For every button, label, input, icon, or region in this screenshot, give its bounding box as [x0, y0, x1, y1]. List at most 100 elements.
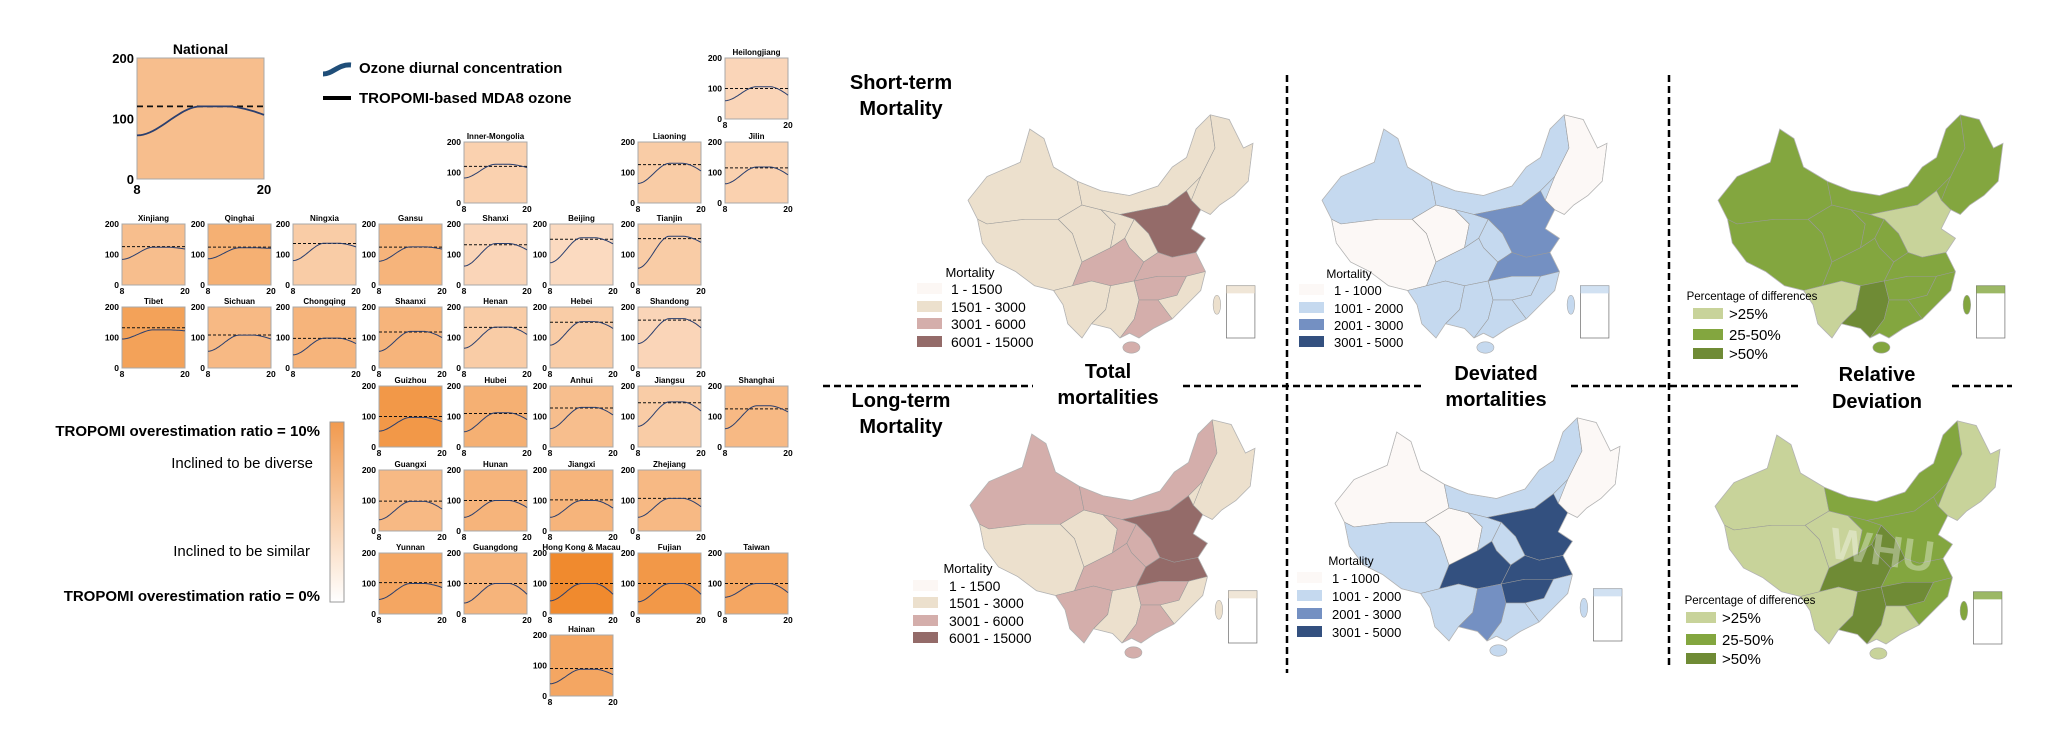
legend-swatch	[1297, 572, 1322, 583]
plot-area	[463, 306, 528, 369]
x-tick-label: 8	[462, 615, 467, 625]
plot-area	[724, 141, 789, 204]
y-tick-label: 0	[127, 172, 134, 187]
legend-swatch	[1299, 319, 1324, 330]
x-tick-label: 8	[377, 448, 382, 458]
panel-liaoning: Liaoning 0 100 200 8 20	[621, 132, 706, 214]
region-guangdong	[1869, 299, 1923, 339]
y-tick-label: 0	[542, 280, 547, 290]
y-tick-label: 200	[362, 302, 376, 312]
plot-area	[207, 306, 272, 369]
column-title-relative: Relative	[1839, 364, 1916, 386]
legend-label: 1 - 1000	[1334, 283, 1382, 298]
legend-swatch	[1693, 308, 1723, 319]
y-tick-label: 100	[447, 412, 461, 422]
south-china-sea-inset	[1580, 285, 1610, 339]
diurnal-curve	[121, 246, 186, 260]
china-outline	[969, 419, 1256, 644]
y-tick-label: 0	[542, 609, 547, 619]
row-label-long-term: Long-term	[852, 390, 951, 412]
legend-swatch	[1299, 302, 1324, 313]
diurnal-curve	[378, 330, 443, 352]
y-tick-label: 100	[621, 412, 635, 422]
y-tick-label: 100	[276, 333, 290, 343]
panel-qinghai: Qinghai 0 100 200 8 20	[191, 214, 276, 296]
y-tick-label: 200	[191, 219, 205, 229]
x-tick-label: 8	[120, 369, 125, 379]
hainan-island	[1122, 341, 1141, 354]
y-tick-label: 100	[362, 496, 376, 506]
y-tick-label: 0	[717, 198, 722, 208]
diurnal-curve	[463, 500, 528, 518]
colorbar-gradient	[329, 421, 345, 603]
y-tick-label: 100	[621, 579, 635, 589]
taiwan-island	[1579, 597, 1588, 618]
panel-title: Xinjiang	[138, 214, 169, 223]
panel-fujian: Fujian 0 100 200 8 20	[621, 543, 706, 625]
x-tick-label: 8	[291, 286, 296, 296]
y-tick-label: 200	[447, 219, 461, 229]
diurnal-curve	[463, 163, 528, 179]
legend-swatch	[917, 283, 942, 294]
plot-area	[292, 306, 357, 369]
x-tick-label: 20	[608, 369, 618, 379]
y-tick-label: 0	[200, 363, 205, 373]
panel-xinjiang: Xinjiang 0 100 200 8 20	[105, 214, 190, 296]
panel-zhejiang: Zhejiang 0 100 200 8 20	[621, 460, 706, 542]
row-label-short-term: Mortality	[859, 98, 943, 120]
x-tick-label: 20	[522, 532, 532, 542]
plot-area	[121, 223, 186, 286]
map-long-total	[969, 419, 1258, 659]
y-tick-label: 100	[708, 579, 722, 589]
y-tick-label: 0	[371, 609, 376, 619]
y-tick-label: 100	[105, 333, 119, 343]
x-tick-label: 8	[462, 448, 467, 458]
south-china-sea-inset	[1593, 588, 1623, 642]
row-label-long-term: Mortality	[859, 416, 943, 438]
diurnal-curve	[292, 242, 357, 262]
map-titles: Short-term Mortality Long-term Mortality Tot…	[850, 72, 1922, 438]
legend-label: 1 - 1500	[951, 281, 1003, 297]
panel-jiangsu: Jiangsu 0 100 200 8 20	[621, 376, 706, 458]
y-tick-label: 200	[533, 219, 547, 229]
plot-area	[724, 385, 789, 448]
inset-coast	[1593, 588, 1622, 597]
legend-swatch	[1686, 634, 1716, 645]
region-xinjiang	[968, 128, 1083, 225]
region-yunnan	[1420, 583, 1478, 642]
y-tick-label: 100	[112, 112, 134, 127]
x-tick-label: 20	[696, 204, 706, 214]
panel-title: Anhui	[570, 376, 593, 385]
south-china-sea-inset	[1976, 285, 2006, 339]
y-tick-label: 200	[362, 465, 376, 475]
y-tick-label: 100	[447, 333, 461, 343]
diurnal-curve	[378, 583, 443, 600]
x-tick-label: 20	[437, 286, 447, 296]
legend-swatch	[913, 615, 938, 626]
panel-title: Guizhou	[395, 376, 427, 385]
diurnal-curve	[549, 583, 614, 602]
y-tick-label: 100	[621, 168, 635, 178]
panel-guizhou: Guizhou 0 100 200 8 20	[362, 376, 447, 458]
y-tick-label: 0	[717, 609, 722, 619]
legend-label: 6001 - 15000	[949, 630, 1032, 646]
x-tick-label: 8	[548, 448, 553, 458]
x-tick-label: 8	[133, 182, 140, 197]
legend-swatch	[1297, 608, 1322, 619]
y-tick-label: 200	[447, 381, 461, 391]
map-regions	[970, 419, 1256, 644]
legend-label: >50%	[1722, 651, 1761, 668]
legend-label: 6001 - 15000	[951, 334, 1034, 350]
y-tick-label: 100	[362, 333, 376, 343]
legend-swatch	[1299, 336, 1324, 347]
x-tick-label: 8	[548, 286, 553, 296]
x-tick-label: 20	[608, 286, 618, 296]
column-title-total: mortalities	[1057, 387, 1158, 409]
y-tick-label: 100	[708, 168, 722, 178]
panel-beijing: Beijing 0 100 200 8 20	[533, 214, 618, 296]
plot-area	[549, 634, 614, 697]
x-tick-label: 20	[437, 615, 447, 625]
x-tick-label: 8	[636, 369, 641, 379]
plot-area	[637, 385, 702, 448]
plot-area	[549, 385, 614, 448]
